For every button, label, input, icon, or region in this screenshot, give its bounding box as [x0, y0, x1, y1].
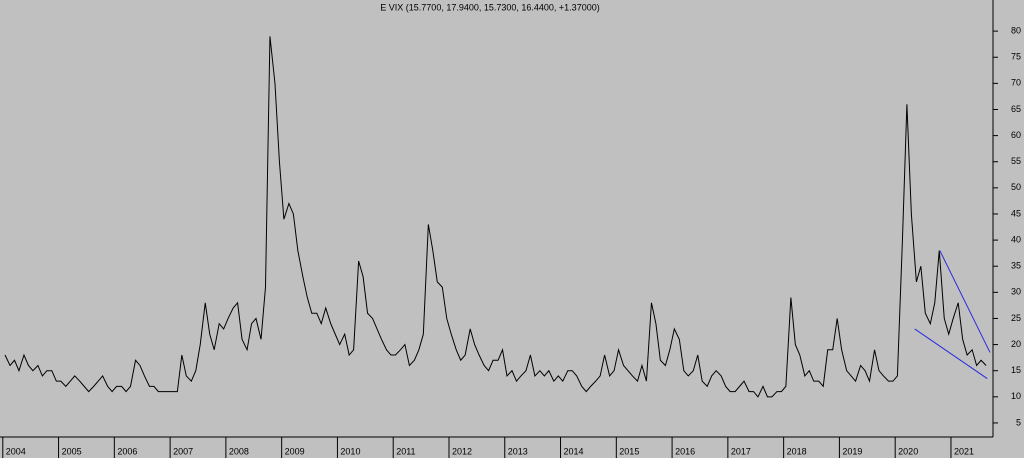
y-tick-label: 10 — [1011, 391, 1021, 401]
x-tick-label: 2011 — [396, 446, 415, 456]
y-tick-label: 70 — [1011, 78, 1021, 88]
x-tick-label: 2008 — [229, 446, 249, 456]
trend-line — [914, 328, 988, 379]
y-tick-label: 25 — [1011, 313, 1021, 323]
x-tick-label: 2009 — [285, 446, 305, 456]
price-line — [4, 36, 987, 398]
y-tick-label: 5 — [1016, 417, 1021, 427]
x-tick-label: 2004 — [6, 446, 26, 456]
x-tick-label: 2007 — [173, 446, 193, 456]
y-tick-label: 40 — [1011, 234, 1021, 244]
y-tick-label: 60 — [1011, 130, 1021, 140]
x-tick-label: 2006 — [117, 446, 137, 456]
y-tick-label: 65 — [1011, 104, 1021, 114]
y-tick-label: 55 — [1011, 156, 1021, 166]
x-tick-label: 2013 — [508, 446, 528, 456]
y-tick-label: 75 — [1011, 52, 1021, 62]
x-tick-label: 2015 — [619, 446, 639, 456]
x-tick-label: 2020 — [898, 446, 918, 456]
x-tick-label: 2019 — [842, 446, 862, 456]
y-tick-label: 35 — [1011, 261, 1021, 271]
y-tick-label: 30 — [1011, 287, 1021, 297]
x-tick-label: 2018 — [787, 446, 807, 456]
x-tick-label: 2005 — [62, 446, 82, 456]
y-tick-label: 45 — [1011, 208, 1021, 218]
trend-line — [939, 250, 991, 353]
x-tick-label: 2012 — [452, 446, 472, 456]
y-tick-label: 20 — [1011, 339, 1021, 349]
x-tick-label: 2010 — [340, 446, 360, 456]
chart-title: E VIX (15.7700, 17.9400, 15.7300, 16.440… — [380, 2, 599, 12]
x-tick-label: 2014 — [564, 446, 584, 456]
x-tick-label: 2021 — [954, 446, 974, 456]
y-tick-label: 50 — [1011, 182, 1021, 192]
x-tick-label: 2017 — [731, 446, 751, 456]
y-tick-label: 15 — [1011, 365, 1021, 375]
y-tick-label: 80 — [1011, 25, 1021, 35]
x-tick-label: 2016 — [675, 446, 695, 456]
